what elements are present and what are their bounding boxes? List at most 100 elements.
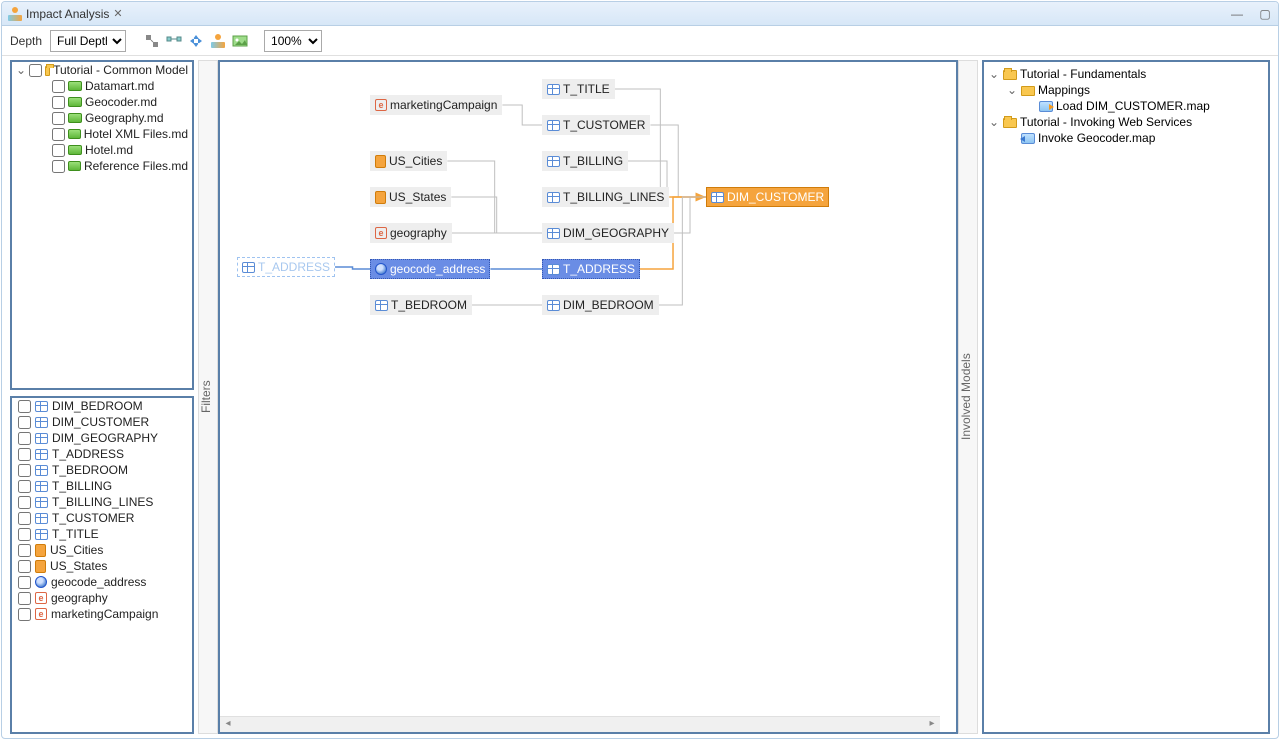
diagram-node[interactable]: marketingCampaign: [370, 95, 502, 115]
diagram-node[interactable]: US_Cities: [370, 151, 447, 171]
tree-item[interactable]: Reference Files.md: [48, 158, 192, 174]
list-item[interactable]: US_States: [12, 558, 192, 574]
diagram-node[interactable]: T_BILLING_LINES: [542, 187, 669, 207]
list-item-label: T_ADDRESS: [52, 447, 124, 461]
tree-expand-icon[interactable]: ⌄: [1006, 83, 1018, 97]
list-item-checkbox[interactable]: [18, 432, 31, 445]
maximize-button[interactable]: ▢: [1258, 7, 1272, 21]
tbl-icon: [35, 481, 48, 492]
tree-item[interactable]: Hotel.md: [48, 142, 192, 158]
diagram-node-label: T_ADDRESS: [563, 262, 635, 276]
list-item[interactable]: DIM_BEDROOM: [12, 398, 192, 414]
e-icon: [35, 592, 47, 604]
e-icon: [375, 99, 387, 111]
tree-item-checkbox[interactable]: [52, 160, 65, 173]
list-item-label: US_Cities: [50, 543, 103, 557]
list-item-checkbox[interactable]: [18, 448, 31, 461]
list-item-label: T_CUSTOMER: [52, 511, 134, 525]
diagram-node[interactable]: DIM_BEDROOM: [542, 295, 659, 315]
minimize-button[interactable]: ―: [1230, 7, 1244, 21]
list-item[interactable]: geocode_address: [12, 574, 192, 590]
list-item-checkbox[interactable]: [18, 512, 31, 525]
tree-item[interactable]: Geocoder.md: [48, 94, 192, 110]
titlebar: Impact Analysis ✕ ― ▢: [2, 2, 1278, 26]
diagram-node[interactable]: T_BEDROOM: [370, 295, 472, 315]
diagram-node-label: US_States: [389, 190, 446, 204]
tree-expand-icon[interactable]: ⌄: [16, 63, 26, 77]
involved-models-tab[interactable]: Involved Models: [958, 60, 978, 734]
tree-item-checkbox[interactable]: [52, 112, 65, 125]
tree-expand-icon[interactable]: ⌄: [988, 67, 1000, 81]
doc-orange-icon: [35, 560, 46, 573]
diagram-node[interactable]: T_TITLE: [542, 79, 615, 99]
diagram-node[interactable]: DIM_CUSTOMER: [706, 187, 829, 207]
list-item-label: T_BILLING: [52, 479, 112, 493]
list-item[interactable]: T_ADDRESS: [12, 446, 192, 462]
list-item[interactable]: T_CUSTOMER: [12, 510, 192, 526]
tree-item[interactable]: Datamart.md: [48, 78, 192, 94]
toolbar-icon-2[interactable]: [166, 33, 182, 49]
tree-item-checkbox[interactable]: [52, 80, 65, 93]
tree-item[interactable]: Geography.md: [48, 110, 192, 126]
involved-model-label: Tutorial - Fundamentals: [1020, 67, 1146, 81]
tree-item[interactable]: Hotel XML Files.md: [48, 126, 192, 142]
zoom-select[interactable]: 25%50%75%100%125%150%200%: [264, 30, 322, 52]
involved-model-item[interactable]: ⌄ Tutorial - Invoking Web Services: [984, 114, 1268, 130]
diagram-node[interactable]: geography: [370, 223, 452, 243]
tree-item-checkbox[interactable]: [52, 96, 65, 109]
list-item[interactable]: T_BEDROOM: [12, 462, 192, 478]
list-item-checkbox[interactable]: [18, 544, 31, 557]
list-item-checkbox[interactable]: [18, 480, 31, 493]
diagram-node[interactable]: DIM_GEOGRAPHY: [542, 223, 674, 243]
list-item[interactable]: marketingCampaign: [12, 606, 192, 622]
diagram-node[interactable]: T_CUSTOMER: [542, 115, 650, 135]
impact-analysis-icon: [8, 7, 22, 21]
close-tab-icon[interactable]: ✕: [113, 7, 122, 20]
collapse-icon[interactable]: [188, 33, 204, 49]
list-item[interactable]: geography: [12, 590, 192, 606]
list-item-label: DIM_CUSTOMER: [52, 415, 149, 429]
list-item[interactable]: US_Cities: [12, 542, 192, 558]
list-item[interactable]: T_BILLING: [12, 478, 192, 494]
list-item[interactable]: DIM_GEOGRAPHY: [12, 430, 192, 446]
list-item-checkbox[interactable]: [18, 416, 31, 429]
list-item-checkbox[interactable]: [18, 560, 31, 573]
tree-item-checkbox[interactable]: [52, 128, 65, 141]
list-item-checkbox[interactable]: [18, 528, 31, 541]
depth-select[interactable]: Full Depth12345: [50, 30, 126, 52]
horizontal-scrollbar[interactable]: ◂ ▸: [220, 716, 940, 732]
involved-model-label: Tutorial - Invoking Web Services: [1020, 115, 1192, 129]
tbl-icon: [35, 417, 48, 428]
image-icon[interactable]: [232, 33, 248, 49]
toolbar-icon-1[interactable]: [144, 33, 160, 49]
model-icon: [68, 97, 82, 107]
list-item[interactable]: DIM_CUSTOMER: [12, 414, 192, 430]
person-icon[interactable]: [210, 33, 226, 49]
doc-orange-icon: [375, 155, 386, 168]
list-item[interactable]: T_BILLING_LINES: [12, 494, 192, 510]
diagram-node[interactable]: US_States: [370, 187, 451, 207]
involved-model-item[interactable]: Invoke Geocoder.map: [1002, 130, 1268, 146]
diagram-node[interactable]: T_ADDRESS: [542, 259, 640, 279]
involved-model-item[interactable]: ⌄Mappings: [1002, 82, 1268, 98]
tree-expand-icon[interactable]: ⌄: [988, 115, 1000, 129]
list-item-checkbox[interactable]: [18, 576, 31, 589]
tbl-icon: [375, 300, 388, 311]
list-item-checkbox[interactable]: [18, 464, 31, 477]
diagram-node-label: marketingCampaign: [390, 98, 497, 112]
tree-item-checkbox[interactable]: [52, 144, 65, 157]
tree-root-checkbox[interactable]: [29, 64, 42, 77]
filters-tab[interactable]: Filters: [198, 60, 218, 734]
involved-model-item[interactable]: ⌄ Tutorial - Fundamentals: [984, 66, 1268, 82]
list-item-checkbox[interactable]: [18, 592, 31, 605]
involved-model-label: Load DIM_CUSTOMER.map: [1056, 99, 1210, 113]
diagram-node[interactable]: T_ADDRESS: [237, 257, 335, 277]
list-item-checkbox[interactable]: [18, 608, 31, 621]
list-item[interactable]: T_TITLE: [12, 526, 192, 542]
diagram-node[interactable]: geocode_address: [370, 259, 490, 279]
involved-model-item[interactable]: Load DIM_CUSTOMER.map: [1020, 98, 1268, 114]
tbl-icon: [547, 192, 560, 203]
diagram-node[interactable]: T_BILLING: [542, 151, 628, 171]
list-item-checkbox[interactable]: [18, 400, 31, 413]
list-item-checkbox[interactable]: [18, 496, 31, 509]
